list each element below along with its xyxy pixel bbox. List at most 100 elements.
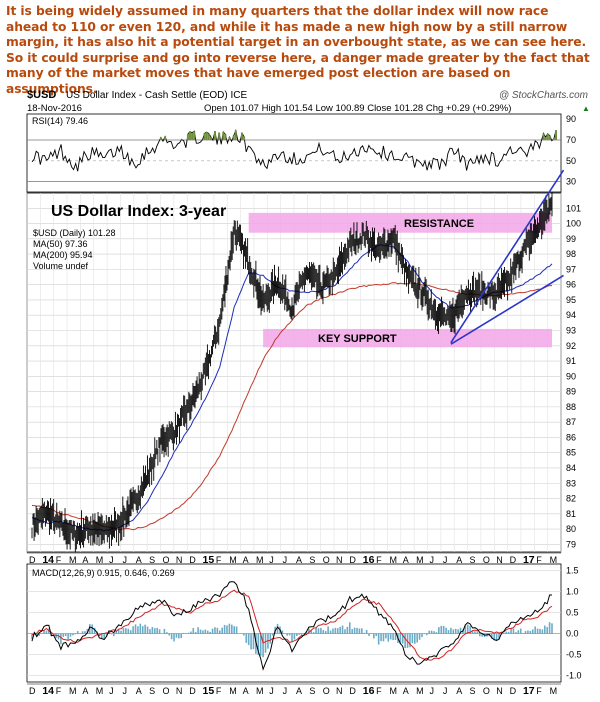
month-label: O bbox=[483, 555, 490, 565]
month-label: A bbox=[296, 555, 302, 565]
month-label: J bbox=[269, 555, 274, 565]
month-label: J bbox=[283, 686, 288, 696]
month-label: M bbox=[416, 686, 424, 696]
macd-tick-label: -1.0 bbox=[566, 671, 582, 681]
month-label: A bbox=[82, 686, 88, 696]
year-label: 17 bbox=[523, 685, 535, 697]
month-label: M bbox=[96, 555, 104, 565]
ohlc-readout: Open 101.07 High 101.54 Low 100.89 Close… bbox=[204, 103, 511, 114]
rsi-tick-label: 70 bbox=[566, 135, 576, 145]
legend-ma50: MA(50) 97.36 bbox=[33, 239, 88, 249]
zone-label-key-support: KEY SUPPORT bbox=[318, 333, 397, 345]
month-label: F bbox=[536, 555, 542, 565]
chart-title: US Dollar Index: 3-year bbox=[51, 203, 226, 220]
macd-tick-label: 1.0 bbox=[566, 586, 579, 596]
month-label: S bbox=[470, 555, 476, 565]
price-tick-label: 101 bbox=[566, 203, 581, 213]
month-label: M bbox=[229, 686, 237, 696]
chart-date: 18-Nov-2016 bbox=[27, 103, 82, 114]
month-label: J bbox=[269, 686, 274, 696]
year-label: 15 bbox=[203, 685, 215, 697]
price-legend: $USD (Daily) 101.28 MA(50) 97.36 MA(200)… bbox=[33, 228, 116, 271]
price-tick-label: 93 bbox=[566, 325, 576, 335]
year-label: 14 bbox=[42, 685, 54, 697]
price-tick-label: 92 bbox=[566, 341, 576, 351]
month-label: S bbox=[470, 686, 476, 696]
macd-signal-line bbox=[31, 589, 553, 661]
month-label: N bbox=[176, 555, 183, 565]
year-label: 17 bbox=[523, 554, 535, 566]
legend-price: $USD (Daily) 101.28 bbox=[33, 228, 116, 238]
rsi-legend: RSI(14) 79.46 bbox=[32, 116, 88, 126]
month-label: D bbox=[349, 555, 356, 565]
price-tick-label: 95 bbox=[566, 295, 576, 305]
legend-ma200: MA(200) 95.94 bbox=[33, 250, 93, 260]
month-label: A bbox=[296, 686, 302, 696]
month-label: F bbox=[216, 686, 222, 696]
macd-tick-label: 0.0 bbox=[566, 629, 579, 639]
year-label: 16 bbox=[363, 554, 375, 566]
upper-trendline bbox=[450, 169, 565, 344]
month-label: A bbox=[136, 555, 142, 565]
price-tick-label: 84 bbox=[566, 463, 576, 473]
month-label: D bbox=[349, 686, 356, 696]
month-label: M bbox=[256, 555, 264, 565]
price-tick-label: 83 bbox=[566, 478, 576, 488]
macd-tick-label: 1.5 bbox=[566, 565, 579, 575]
month-label: S bbox=[309, 686, 315, 696]
month-label: D bbox=[510, 686, 517, 696]
price-tick-label: 79 bbox=[566, 539, 576, 549]
month-label: M bbox=[550, 555, 558, 565]
month-label: S bbox=[149, 686, 155, 696]
month-label: D bbox=[189, 686, 196, 696]
month-label: M bbox=[96, 686, 104, 696]
zone-resistance bbox=[248, 212, 552, 233]
month-label: D bbox=[29, 555, 36, 565]
month-label: J bbox=[443, 686, 448, 696]
year-label: 15 bbox=[203, 554, 215, 566]
month-label: O bbox=[163, 686, 170, 696]
month-label: A bbox=[456, 555, 462, 565]
price-tick-label: 81 bbox=[566, 509, 576, 519]
macd-panel bbox=[26, 563, 562, 683]
month-label: A bbox=[243, 686, 249, 696]
price-tick-label: 89 bbox=[566, 387, 576, 397]
month-label: F bbox=[536, 686, 542, 696]
month-label: A bbox=[403, 686, 409, 696]
rsi-line bbox=[31, 128, 557, 172]
month-label: A bbox=[403, 555, 409, 565]
month-label: N bbox=[176, 686, 183, 696]
month-label: S bbox=[149, 555, 155, 565]
month-label: O bbox=[323, 686, 330, 696]
rsi-tick-label: 30 bbox=[566, 177, 576, 187]
month-label: M bbox=[256, 686, 264, 696]
month-label: J bbox=[430, 555, 435, 565]
month-label: N bbox=[336, 555, 343, 565]
month-label: J bbox=[109, 555, 114, 565]
month-axis-bottom: D 14 F M A M J J A S O N D 15 F M A M J J A S O N D 16 F M A M J J A S O N D… bbox=[27, 683, 561, 697]
legend-volume: Volume undef bbox=[33, 261, 89, 271]
month-label: A bbox=[136, 686, 142, 696]
price-tick-label: 82 bbox=[566, 494, 576, 504]
month-label: J bbox=[122, 555, 127, 565]
month-label: M bbox=[550, 686, 558, 696]
month-label: J bbox=[109, 686, 114, 696]
price-tick-label: 98 bbox=[566, 249, 576, 259]
zone-key-support bbox=[263, 328, 552, 348]
rsi-tick-label: 90 bbox=[566, 114, 576, 124]
month-label: O bbox=[483, 686, 490, 696]
price-tick-label: 80 bbox=[566, 524, 576, 534]
month-label: O bbox=[323, 555, 330, 565]
watermark: @ StockCharts.com bbox=[499, 90, 588, 101]
price-tick-label: 87 bbox=[566, 417, 576, 427]
month-label: N bbox=[496, 686, 503, 696]
month-label: A bbox=[243, 555, 249, 565]
month-label: M bbox=[389, 555, 397, 565]
commentary-text: It is being widely assumed in many quart… bbox=[6, 4, 590, 96]
lower-trendline bbox=[450, 274, 564, 345]
price-tick-label: 99 bbox=[566, 234, 576, 244]
month-label: F bbox=[216, 555, 222, 565]
month-axis-top: D 14 F M A M J J A S O N D 15 F M A M J J A S O N D 16 F M A M J J A S O N D… bbox=[27, 552, 561, 566]
month-label: J bbox=[430, 686, 435, 696]
